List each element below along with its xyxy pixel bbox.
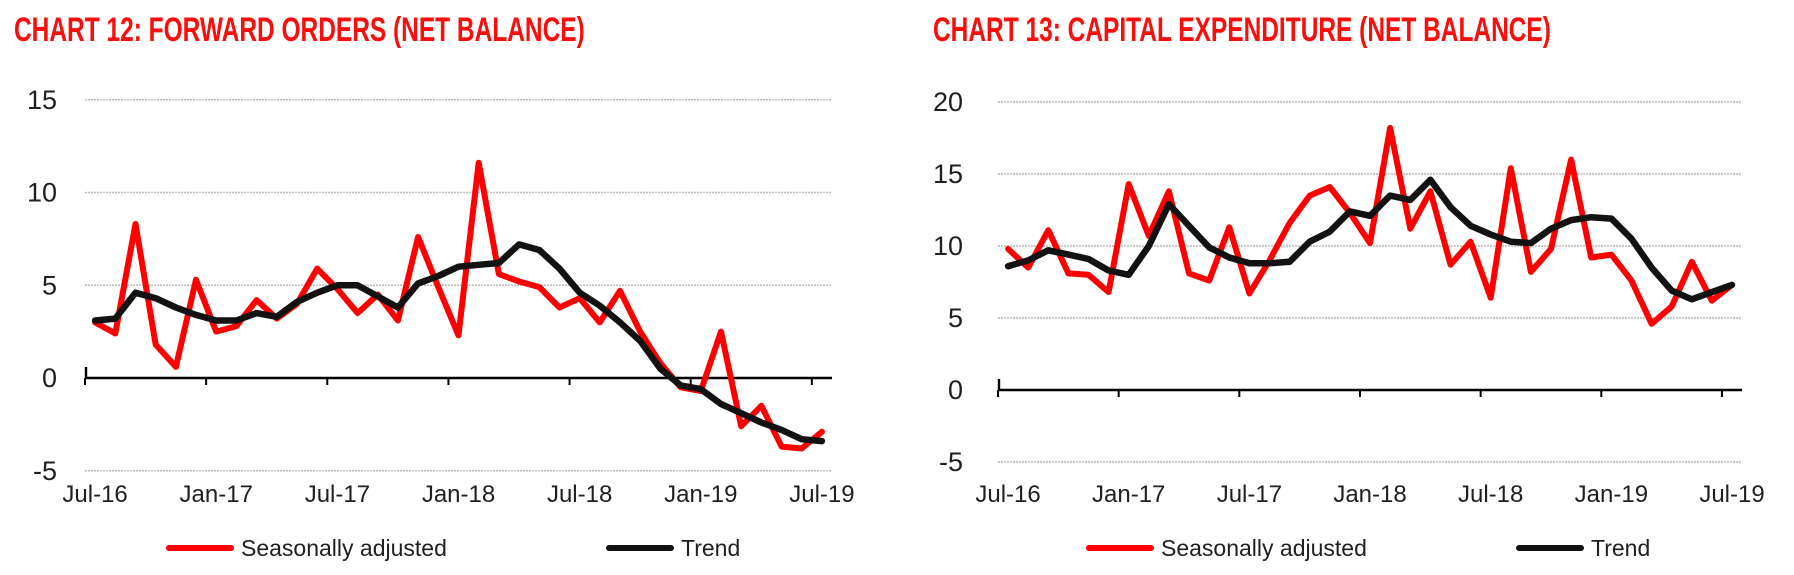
svg-text:20: 20 <box>933 87 963 117</box>
svg-text:5: 5 <box>948 303 963 333</box>
legend-item-seasonally-adjusted: Seasonally adjusted <box>1086 534 1367 562</box>
svg-text:Jul-17: Jul-17 <box>305 481 370 508</box>
svg-text:Jul-17: Jul-17 <box>1217 481 1282 508</box>
red-line-swatch-icon <box>166 545 234 551</box>
svg-text:0: 0 <box>948 375 963 405</box>
legend-item-seasonally-adjusted: Seasonally adjusted <box>166 534 447 562</box>
red-line-swatch-icon <box>1086 545 1154 551</box>
svg-text:Jul-18: Jul-18 <box>547 481 612 508</box>
legend-label: Seasonally adjusted <box>241 534 447 561</box>
svg-text:10: 10 <box>933 231 963 261</box>
legend-item-trend: Trend <box>1516 534 1650 562</box>
svg-text:Jul-16: Jul-16 <box>975 481 1040 508</box>
svg-text:5: 5 <box>42 270 57 300</box>
black-line-swatch-icon <box>1516 545 1584 551</box>
svg-text:10: 10 <box>27 178 57 208</box>
svg-text:15: 15 <box>27 85 57 115</box>
svg-text:Jan-18: Jan-18 <box>422 481 495 508</box>
svg-text:Jul-18: Jul-18 <box>1458 481 1523 508</box>
chart-13-title: CHART 13: CAPITAL EXPENDITURE (NET BALAN… <box>933 11 1551 49</box>
legend-item-trend: Trend <box>606 534 740 562</box>
svg-text:Jul-19: Jul-19 <box>789 481 854 508</box>
legend-label: Trend <box>681 534 741 561</box>
svg-text:Jul-19: Jul-19 <box>1699 481 1764 508</box>
svg-text:0: 0 <box>42 363 57 393</box>
black-line-swatch-icon <box>606 545 674 551</box>
svg-text:Jan-19: Jan-19 <box>664 481 737 508</box>
svg-text:Jan-18: Jan-18 <box>1333 481 1406 508</box>
chart-13-capital-expenditure: 20 15 10 5 0 -5 Jul-16 Jan-17 Jul-17 Jan-18 Jul-18… <box>933 87 1765 508</box>
legend-label: Seasonally adjusted <box>1161 534 1367 561</box>
svg-text:-5: -5 <box>939 447 963 477</box>
svg-text:15: 15 <box>933 159 963 189</box>
svg-text:Jan-17: Jan-17 <box>180 481 253 508</box>
chart-12-title: CHART 12: FORWARD ORDERS (NET BALANCE) <box>14 11 585 49</box>
svg-text:-5: -5 <box>33 456 57 486</box>
svg-text:Jul-16: Jul-16 <box>62 481 127 508</box>
legend-label: Trend <box>1591 534 1651 561</box>
svg-text:Jan-19: Jan-19 <box>1575 481 1648 508</box>
svg-text:Jan-17: Jan-17 <box>1092 481 1165 508</box>
